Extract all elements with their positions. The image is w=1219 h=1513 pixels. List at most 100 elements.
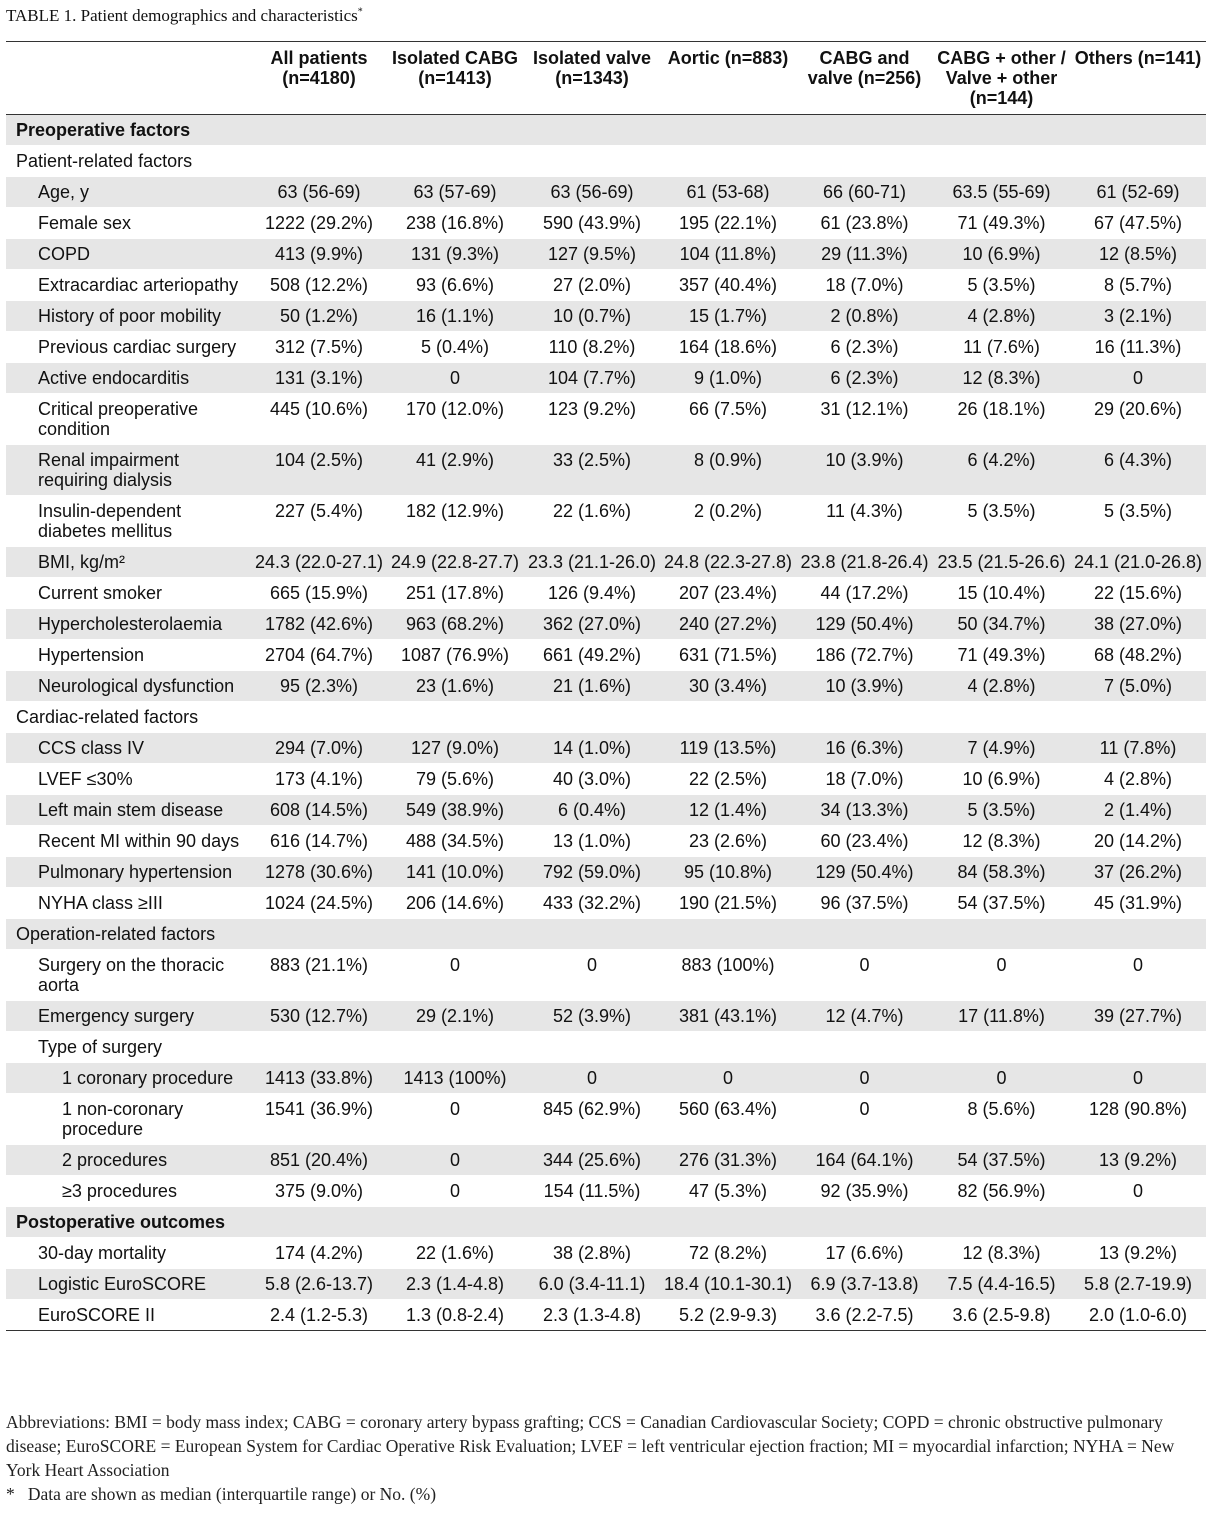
cell: 883 (100%): [681, 955, 775, 975]
cell: 362 (27.0%): [542, 614, 642, 634]
cell: 3.6 (2.2-7.5): [815, 1305, 914, 1325]
cell: 0: [859, 1068, 870, 1088]
cell: 0: [1132, 955, 1143, 975]
cell: 312 (7.5%): [274, 337, 364, 357]
cell: 96 (37.5%): [820, 893, 909, 913]
cell: 11 (7.8%): [1099, 738, 1177, 758]
row-label: Insulin-dependent diabetes mellitus: [38, 501, 182, 541]
cell: 616 (14.7%): [269, 831, 369, 851]
row-label: History of poor mobility: [38, 306, 222, 326]
row-label: Operation-related factors: [16, 924, 216, 944]
cell: 530 (12.7%): [269, 1006, 369, 1026]
cell: 61 (52-69): [1096, 182, 1180, 202]
cell: 18 (7.0%): [825, 275, 904, 295]
cell: 84 (58.3%): [957, 862, 1046, 882]
column-header: CABG + other / Valve + other (n=144): [937, 48, 1066, 108]
cell: 0: [996, 1068, 1007, 1088]
cell: 883 (21.1%): [269, 955, 369, 975]
cell: 182 (12.9%): [405, 501, 505, 521]
cell: 33 (2.5%): [552, 450, 632, 470]
cell: 10 (6.9%): [962, 244, 1041, 264]
cell: 0: [859, 955, 870, 975]
cell: 44 (17.2%): [820, 583, 909, 603]
cell: 63 (56-69): [277, 182, 361, 202]
cell: 23.8 (21.8-26.4): [800, 552, 929, 572]
cell: 851 (20.4%): [269, 1150, 369, 1170]
cell: 6 (0.4%): [557, 800, 627, 820]
cell: 8 (5.6%): [967, 1099, 1036, 1119]
cell: 174 (4.2%): [274, 1243, 364, 1263]
cell: 34 (13.3%): [820, 800, 909, 820]
cell: 357 (40.4%): [678, 275, 778, 295]
row-label: Current smoker: [38, 583, 163, 603]
row-label: Hypertension: [38, 645, 145, 665]
cell: 6 (4.3%): [1103, 450, 1173, 470]
cell: 129 (50.4%): [815, 614, 914, 634]
cell: 792 (59.0%): [542, 862, 642, 882]
cell: 240 (27.2%): [678, 614, 778, 634]
cell: 1222 (29.2%): [264, 213, 374, 233]
abbreviations: Abbreviations: BMI = body mass index; CA…: [6, 1412, 1175, 1480]
cell: 1278 (30.6%): [264, 862, 374, 882]
cell: 207 (23.4%): [678, 583, 778, 603]
cell: 3.6 (2.5-9.8): [952, 1305, 1051, 1325]
cell: 54 (37.5%): [957, 893, 1046, 913]
cell: 24.9 (22.8-27.7): [390, 552, 520, 572]
cell: 127 (9.0%): [410, 738, 500, 758]
item-row: NYHA class ≥III 1024 (24.5%) 206 (14.6%) 43…: [6, 888, 1206, 919]
cell: 12 (4.7%): [825, 1006, 904, 1026]
item-row: Hypercholesterolaemia 1782 (42.6%) 963 (68…: [6, 608, 1206, 640]
cell: 845 (62.9%): [542, 1099, 642, 1119]
cell: 71 (49.3%): [957, 645, 1046, 665]
header-row: All patients (n=4180) Isolated CABG (n=14…: [6, 41, 1206, 115]
row-label: Surgery on the thoracic aorta: [38, 955, 225, 995]
cell: 8 (5.7%): [1103, 275, 1173, 295]
cell: 22 (1.6%): [552, 501, 632, 521]
row-label: LVEF ≤30%: [38, 769, 133, 789]
row-label: Extracardiac arteriopathy: [38, 275, 239, 295]
note-text: Data are shown as median (interquartile …: [27, 1484, 437, 1504]
cell: 6.0 (3.4-11.1): [538, 1274, 646, 1294]
cell: 12 (1.4%): [688, 800, 768, 820]
cell: 93 (6.6%): [415, 275, 495, 295]
subitem-row: 1 non-coronary procedure 1541 (36.9%) 0 845…: [6, 1094, 1206, 1145]
cell: 45 (31.9%): [1093, 893, 1183, 913]
item-row: Insulin-dependent diabetes mellitus 227 (…: [6, 496, 1206, 547]
row-label: Pulmonary hypertension: [38, 862, 233, 882]
row-label: Neurological dysfunction: [38, 676, 235, 696]
cell: 22 (15.6%): [1093, 583, 1183, 603]
cell: 29 (2.1%): [415, 1006, 495, 1026]
cell: 68 (48.2%): [1093, 645, 1183, 665]
cell: 413 (9.9%): [274, 244, 364, 264]
column-header: Isolated valve (n=1343): [532, 48, 652, 88]
cell: 2.4 (1.2-5.3): [269, 1305, 369, 1325]
cell: 10 (3.9%): [825, 676, 904, 696]
item-row: LVEF ≤30% 173 (4.1%) 79 (5.6%) 40 (3.0%) 22 …: [6, 764, 1206, 795]
item-row: Recent MI within 90 days 616 (14.7%) 488 (…: [6, 826, 1206, 857]
cell: 126 (9.4%): [547, 583, 637, 603]
cell: 6 (2.3%): [830, 368, 899, 388]
cell: 0: [449, 368, 460, 388]
item-row: Extracardiac arteriopathy 508 (12.2%) 93 (…: [6, 270, 1206, 301]
row-label: Active endocarditis: [38, 368, 190, 388]
cell: 508 (12.2%): [269, 275, 369, 295]
cell: 63.5 (55-69): [952, 182, 1051, 202]
item-row: BMI, kg/m² 24.3 (22.0-27.1) 24.9 (22.8-27.…: [6, 546, 1206, 578]
item-row: Renal impairment requiring dialysis 104 (…: [6, 444, 1206, 496]
cell: 8 (0.9%): [693, 450, 763, 470]
cell: 2.0 (1.0-6.0): [1088, 1305, 1188, 1325]
cell: 1541 (36.9%): [264, 1099, 374, 1119]
cell: 92 (35.9%): [820, 1181, 909, 1201]
cell: 164 (64.1%): [815, 1150, 914, 1170]
cell: 41 (2.9%): [415, 450, 495, 470]
cell: 24.8 (22.3-27.8): [663, 552, 793, 572]
cell: 10 (6.9%): [962, 769, 1041, 789]
cell: 13 (9.2%): [1098, 1243, 1178, 1263]
cell: 123 (9.2%): [547, 399, 637, 419]
cell: 5.8 (2.6-13.7): [264, 1274, 374, 1294]
cell: 12 (8.3%): [962, 831, 1041, 851]
cell: 16 (6.3%): [825, 738, 904, 758]
cell: 21 (1.6%): [552, 676, 632, 696]
cell: 445 (10.6%): [269, 399, 369, 419]
cell: 66 (60-71): [822, 182, 907, 202]
